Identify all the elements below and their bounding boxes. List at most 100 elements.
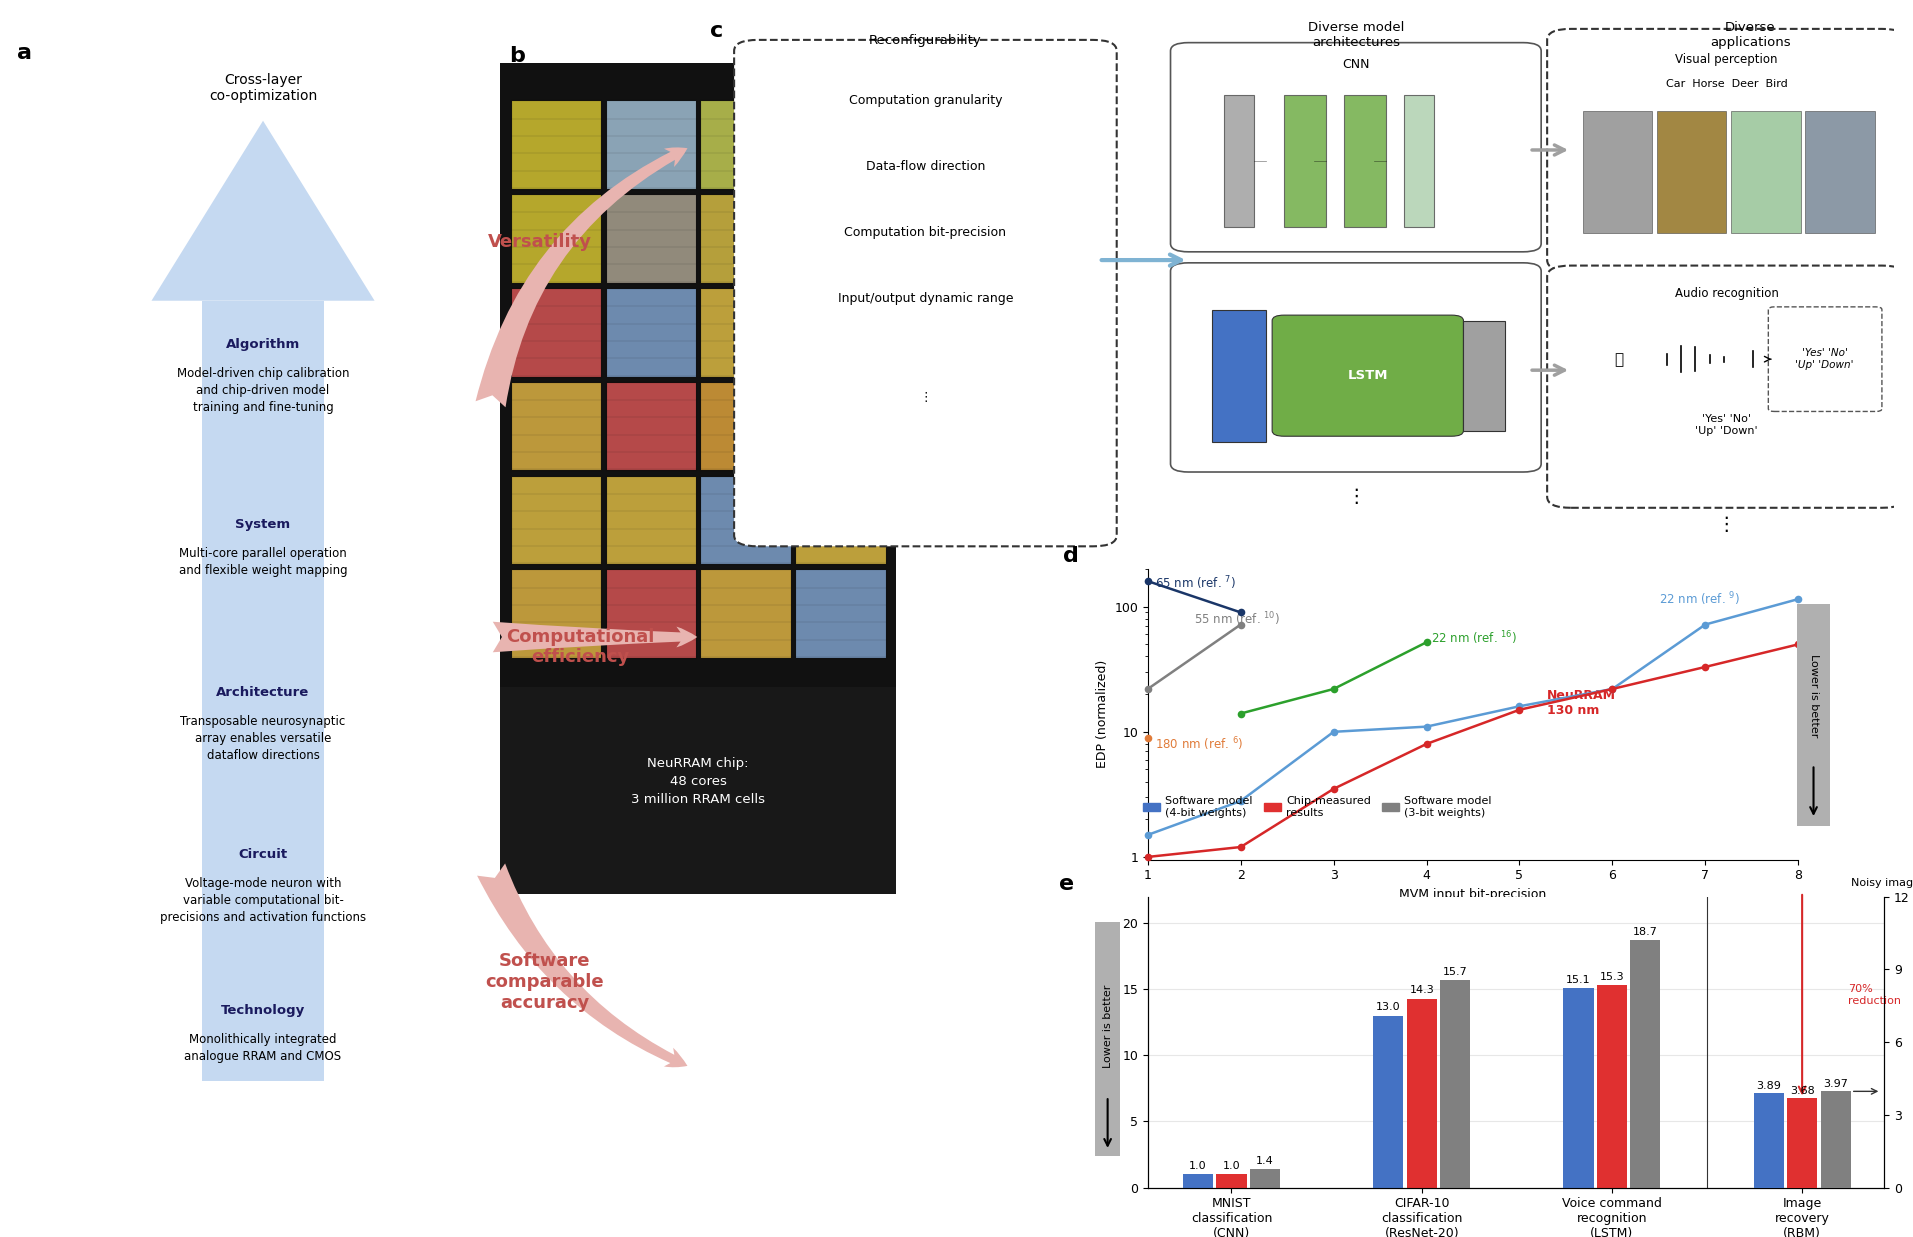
Y-axis label: EDP (normalized): EDP (normalized) <box>1096 661 1110 768</box>
Text: 15.3: 15.3 <box>1599 972 1624 982</box>
Text: 3.97: 3.97 <box>1823 1080 1848 1090</box>
Text: Computation granularity: Computation granularity <box>849 94 1002 106</box>
Bar <box>1657 111 1726 233</box>
Text: 'Yes' 'No'
'Up' 'Down': 'Yes' 'No' 'Up' 'Down' <box>1695 414 1758 435</box>
FancyArrowPatch shape <box>476 863 687 1068</box>
Text: Versatility: Versatility <box>488 233 591 251</box>
Text: Diverse model
architectures: Diverse model architectures <box>1308 21 1404 48</box>
Text: NeuRRAM chip:
48 cores
3 million RRAM cells: NeuRRAM chip: 48 cores 3 million RRAM ce… <box>631 757 765 807</box>
Text: Monolithically integrated
analogue RRAM and CMOS: Monolithically integrated analogue RRAM … <box>184 1033 342 1063</box>
FancyBboxPatch shape <box>1548 28 1905 271</box>
Text: 180 nm (ref. $^6$): 180 nm (ref. $^6$) <box>1155 735 1243 753</box>
Text: NeuRRAM
130 nm: NeuRRAM 130 nm <box>1548 689 1616 717</box>
Bar <box>606 288 696 376</box>
Text: 55 nm (ref. $^{10}$): 55 nm (ref. $^{10}$) <box>1194 610 1280 627</box>
Text: LSTM: LSTM <box>1347 369 1389 382</box>
Text: 22 nm (ref. $^{16}$): 22 nm (ref. $^{16}$) <box>1431 628 1517 647</box>
Text: 1.0: 1.0 <box>1222 1162 1240 1171</box>
FancyBboxPatch shape <box>735 40 1117 547</box>
Bar <box>606 100 696 189</box>
Text: Multi-core parallel operation
and flexible weight mapping: Multi-core parallel operation and flexib… <box>178 547 348 576</box>
Text: 15.1: 15.1 <box>1567 975 1592 985</box>
Bar <box>1406 998 1437 1188</box>
Bar <box>606 475 696 564</box>
Y-axis label: Classification error (%): Classification error (%) <box>1104 971 1117 1113</box>
Bar <box>511 475 601 564</box>
Bar <box>700 475 790 564</box>
Text: 15.7: 15.7 <box>1442 967 1467 977</box>
Text: Visual perception: Visual perception <box>1676 53 1777 66</box>
Polygon shape <box>151 121 375 301</box>
X-axis label: MVM input bit-precision: MVM input bit-precision <box>1400 888 1546 901</box>
Text: ⋮: ⋮ <box>1716 515 1737 534</box>
Text: Car  Horse  Deer  Bird: Car Horse Deer Bird <box>1666 79 1787 89</box>
Bar <box>1563 988 1594 1188</box>
Text: 'Yes' 'No'
'Up' 'Down': 'Yes' 'No' 'Up' 'Down' <box>1794 349 1854 370</box>
Text: 14.3: 14.3 <box>1410 985 1435 996</box>
Bar <box>1213 309 1266 442</box>
Text: 1.0: 1.0 <box>1190 1162 1207 1171</box>
Text: Model-driven chip calibration
and chip-driven model
training and fine-tuning: Model-driven chip calibration and chip-d… <box>176 366 350 413</box>
Text: c: c <box>710 21 723 41</box>
Text: Circuit: Circuit <box>239 849 287 861</box>
Text: Data-flow direction: Data-flow direction <box>867 160 985 173</box>
FancyBboxPatch shape <box>1171 42 1542 252</box>
Bar <box>796 288 886 376</box>
FancyBboxPatch shape <box>1548 266 1905 507</box>
Text: Lower is better: Lower is better <box>1808 653 1819 737</box>
Legend: Software model
(4-bit weights), Chip-measured
results, Software model
(3-bit wei: Software model (4-bit weights), Chip-mea… <box>1138 792 1496 823</box>
Text: Computational
efficiency: Computational efficiency <box>505 627 654 667</box>
Text: b: b <box>509 46 524 66</box>
Text: 65 nm (ref. $^7$): 65 nm (ref. $^7$) <box>1155 574 1236 591</box>
Bar <box>606 569 696 658</box>
Text: Audio recognition: Audio recognition <box>1674 287 1779 299</box>
Bar <box>796 100 886 189</box>
FancyBboxPatch shape <box>1768 307 1882 412</box>
Text: Architecture: Architecture <box>216 687 310 699</box>
Bar <box>1284 95 1326 228</box>
Bar <box>1630 940 1660 1188</box>
FancyBboxPatch shape <box>1272 315 1463 437</box>
Bar <box>1821 1091 1850 1188</box>
Text: Lower is better: Lower is better <box>1102 985 1113 1068</box>
Text: 🎤: 🎤 <box>1615 351 1624 366</box>
Text: 3.68: 3.68 <box>1791 1086 1815 1096</box>
Bar <box>1404 95 1433 228</box>
Bar <box>796 382 886 470</box>
Bar <box>700 382 790 470</box>
Bar <box>1806 111 1875 233</box>
Bar <box>1754 1094 1783 1188</box>
Bar <box>700 288 790 376</box>
Bar <box>1584 111 1653 233</box>
Text: System: System <box>235 518 291 531</box>
Bar <box>700 100 790 189</box>
Text: Voltage-mode neuron with
variable computational bit-
precisions and activation f: Voltage-mode neuron with variable comput… <box>161 877 365 924</box>
Bar <box>1343 95 1385 228</box>
Bar <box>700 569 790 658</box>
Text: Input/output dynamic range: Input/output dynamic range <box>838 292 1014 306</box>
Text: Diverse
applications: Diverse applications <box>1710 21 1791 48</box>
FancyBboxPatch shape <box>1171 262 1542 473</box>
Bar <box>1440 980 1471 1188</box>
Text: Software
comparable
accuracy: Software comparable accuracy <box>486 952 605 1012</box>
Text: ⋮: ⋮ <box>1347 487 1366 506</box>
Text: CNN: CNN <box>1343 58 1370 72</box>
Text: ⋮: ⋮ <box>918 391 932 404</box>
Text: d: d <box>1064 546 1079 565</box>
Text: 3.89: 3.89 <box>1756 1081 1781 1091</box>
Bar <box>1374 1016 1404 1188</box>
Text: Technology: Technology <box>220 1004 306 1017</box>
Text: 1.4: 1.4 <box>1257 1155 1274 1165</box>
Text: 13.0: 13.0 <box>1375 1002 1400 1012</box>
Text: Algorithm: Algorithm <box>226 338 300 351</box>
Bar <box>606 382 696 470</box>
Bar <box>511 100 601 189</box>
Text: a: a <box>17 43 33 63</box>
Bar <box>511 569 601 658</box>
Bar <box>511 382 601 470</box>
Bar <box>796 475 886 564</box>
Bar <box>1463 320 1506 430</box>
Text: 18.7: 18.7 <box>1634 927 1659 938</box>
Bar <box>203 301 323 1081</box>
Bar <box>511 288 601 376</box>
